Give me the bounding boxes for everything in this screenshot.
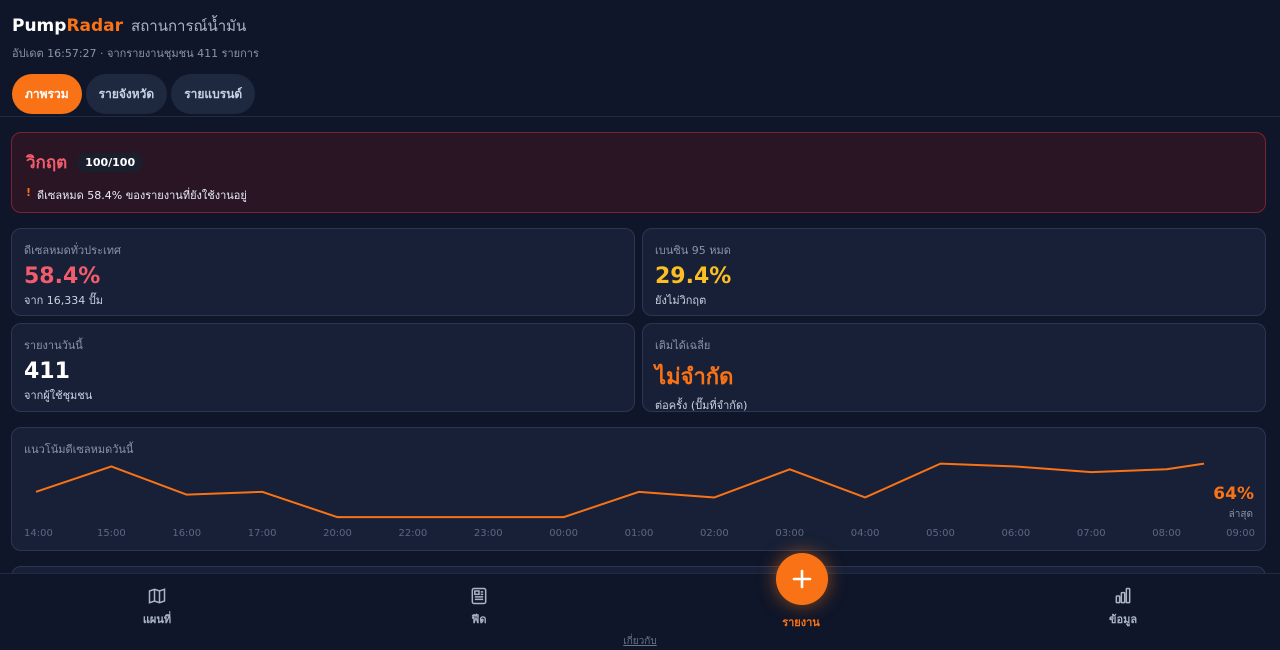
x-tick-label: 06:00 <box>1001 528 1030 539</box>
crisis-alert: วิกฤต 100/100 ! ดีเซลหมด 58.4% ของรายงาน… <box>11 132 1266 213</box>
brand-radar: Radar <box>66 16 124 36</box>
x-tick-label: 16:00 <box>172 528 201 539</box>
newspaper-icon <box>471 587 487 605</box>
stat-card-benzin95: เบนซิน 95 หมด 29.4% ยังไม่วิกฤต <box>642 228 1266 316</box>
x-tick-label: 01:00 <box>625 528 654 539</box>
stat-sub: ต่อครั้ง (ปั๊มที่จำกัด) <box>655 399 748 412</box>
stat-card-reports: รายงานวันนี้ 411 จากผู้ใช้ชุมชน <box>11 323 635 412</box>
nav-map[interactable]: แผนที่ <box>117 586 197 628</box>
x-tick-label: 09:00 <box>1226 528 1255 539</box>
stat-value: ไม่จำกัด <box>655 365 734 390</box>
x-tick-label: 22:00 <box>398 528 427 539</box>
trend-line-chart: 14:00 15:00 16:00 17:00 20:00 22:00 23:00 00:00… <box>24 462 1255 539</box>
nav-report-label: รายงาน <box>782 616 820 629</box>
alert-message: ดีเซลหมด 58.4% ของรายงานที่ยังใช้งานอยู่ <box>37 189 247 202</box>
tab-bar: ภาพรวม รายจังหวัด รายแบรนด์ <box>12 74 1268 114</box>
plus-icon <box>792 569 812 589</box>
alert-level: วิกฤต <box>26 153 68 173</box>
stat-value: 411 <box>24 359 70 384</box>
nav-map-label: แผนที่ <box>142 613 172 626</box>
stat-label: เติมได้เฉลี่ย <box>655 339 711 352</box>
stat-sub: จากผู้ใช้ชุมชน <box>24 389 93 402</box>
x-tick-label: 20:00 <box>323 528 352 539</box>
stat-sub: ยังไม่วิกฤต <box>655 294 707 307</box>
about-link[interactable]: เกี่ยวกับ <box>623 636 657 647</box>
stat-card-diesel: ดีเซลหมดทั่วประเทศ 58.4% จาก 16,334 ปั๊ม <box>11 228 635 316</box>
stat-value: 58.4% <box>24 264 101 289</box>
stat-label: เบนซิน 95 หมด <box>655 244 731 257</box>
x-tick-label: 17:00 <box>248 528 277 539</box>
brand-pump: Pump <box>12 16 67 36</box>
x-tick-label: 04:00 <box>851 528 880 539</box>
add-report-button[interactable] <box>776 553 828 605</box>
tab-province[interactable]: รายจังหวัด <box>85 74 168 114</box>
warning-icon: ! <box>26 186 32 199</box>
page-subtitle: สถานการณ์น้ำมัน <box>131 17 247 35</box>
latest-label: ล่าสุด <box>1228 509 1253 520</box>
chart-title: แนวโน้มดีเซลหมดวันนี้ <box>24 443 134 456</box>
x-tick-label: 23:00 <box>474 528 503 539</box>
stat-value: 29.4% <box>655 264 732 289</box>
map-icon <box>148 588 166 604</box>
x-tick-label: 15:00 <box>97 528 126 539</box>
stat-card-refill: เติมได้เฉลี่ย ไม่จำกัด ต่อครั้ง (ปั๊มที่… <box>642 323 1266 412</box>
bar-chart-icon <box>1115 587 1131 604</box>
stat-label: รายงานวันนี้ <box>24 339 83 352</box>
x-tick-label: 08:00 <box>1152 528 1181 539</box>
nav-feed-label: ฟีด <box>471 613 487 626</box>
latest-value: 64% <box>1213 484 1254 504</box>
nav-data-label: ข้อมูล <box>1108 613 1138 626</box>
x-tick-label: 05:00 <box>926 528 955 539</box>
stat-label: ดีเซลหมดทั่วประเทศ <box>24 244 121 257</box>
x-tick-label: 14:00 <box>24 528 53 539</box>
diesel-trend-chart: แนวโน้มดีเซลหมดวันนี้ 14:00 15:00 16:00 17:… <box>11 427 1266 551</box>
x-tick-label: 03:00 <box>775 528 804 539</box>
last-updated: อัปเดต 16:57:27 · จากรายงานชุมชน 411 ราย… <box>12 47 259 60</box>
tab-overview[interactable]: ภาพรวม <box>12 74 82 114</box>
stat-sub: จาก 16,334 ปั๊ม <box>24 294 103 307</box>
tab-brand[interactable]: รายแบรนด์ <box>171 74 256 114</box>
nav-data[interactable]: ข้อมูล <box>1083 586 1163 628</box>
nav-report[interactable]: รายงาน <box>761 613 841 631</box>
x-tick-label: 07:00 <box>1077 528 1106 539</box>
header: PumpRadar สถานการณ์น้ำมัน อัปเดต 16:57:2… <box>0 0 1280 117</box>
app-logo[interactable]: PumpRadar <box>12 16 123 36</box>
alert-score-badge: 100/100 <box>77 153 144 172</box>
nav-feed[interactable]: ฟีด <box>439 586 519 628</box>
bottom-nav: แผนที่ ฟีด รายงาน ข้อมูล <box>0 573 1280 650</box>
x-tick-label: 00:00 <box>549 528 578 539</box>
trend-series-line <box>35 462 1205 519</box>
x-tick-label: 02:00 <box>700 528 729 539</box>
